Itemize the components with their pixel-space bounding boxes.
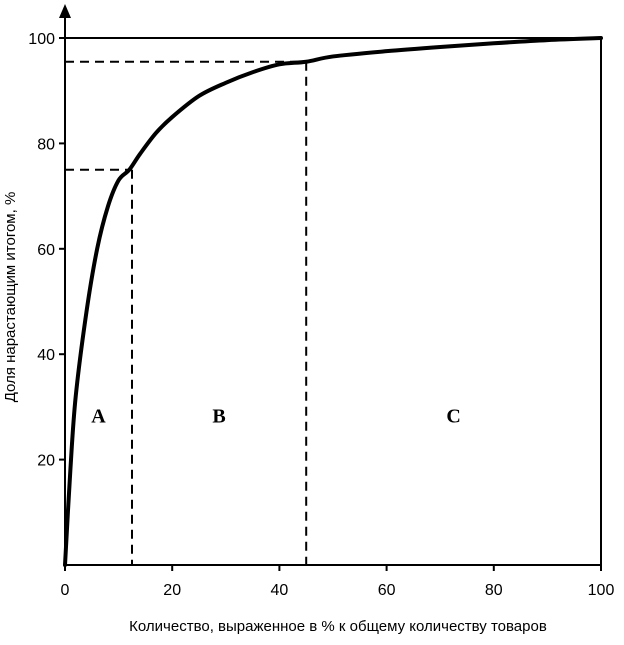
y-tick-label: 40 bbox=[37, 347, 55, 364]
y-tick-label: 100 bbox=[28, 31, 55, 48]
x-ticks: 0 20 40 60 80 100 bbox=[61, 565, 615, 599]
cumulative-curve bbox=[63, 36, 603, 567]
x-tick-label: 20 bbox=[163, 582, 181, 599]
x-tick-label: 40 bbox=[271, 582, 289, 599]
zone-label-c: C bbox=[446, 406, 460, 428]
zone-label-b: B bbox=[212, 406, 225, 428]
y-tick-label: 60 bbox=[37, 242, 55, 259]
y-axis-arrow-icon bbox=[59, 4, 71, 18]
threshold-lines bbox=[65, 60, 308, 565]
x-tick-label: 60 bbox=[378, 582, 396, 599]
zone-labels: A B C bbox=[91, 406, 461, 428]
zone-label-a: A bbox=[91, 406, 106, 428]
x-tick-label: 0 bbox=[61, 582, 70, 599]
x-tick-label: 80 bbox=[485, 582, 503, 599]
y-tick-label: 20 bbox=[37, 453, 55, 470]
x-axis-title: Количество, выраженное в % к общему коли… bbox=[129, 618, 547, 635]
axes bbox=[59, 4, 602, 566]
x-tick-label: 100 bbox=[588, 582, 615, 599]
y-axis-title: Доля нарастающим итогом, % bbox=[2, 192, 19, 403]
y-ticks: 20 40 60 80 100 bbox=[28, 31, 65, 470]
y-tick-label: 80 bbox=[37, 136, 55, 153]
